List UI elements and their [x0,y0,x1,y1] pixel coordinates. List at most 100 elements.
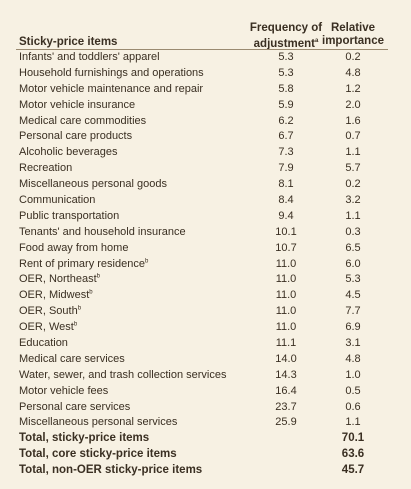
row-label: Rent of primary residenceb [19,257,149,270]
table-row: Food away from home 10.7 6.5 [0,241,411,257]
importance-value: 3.1 [345,337,361,350]
row-label: Alcoholic beverages [19,146,118,159]
table-row: Personal care products 6.7 0.7 [0,129,411,145]
importance-value: 0.2 [345,178,361,191]
frequency-value: 25.9 [275,416,297,429]
footnote-marker: a [315,38,319,44]
importance-value: 6.0 [345,257,361,270]
importance-value: 70.1 [341,432,365,445]
table-row: OER, Southb 11.0 7.7 [0,304,411,320]
frequency-value: 14.0 [275,352,297,365]
table-row: Tenants' and household insurance 10.1 0.3 [0,225,411,241]
frequency-header-line2: adjustmenta [253,37,319,50]
importance-value: 7.7 [345,305,361,318]
importance-value: 63.6 [341,448,365,461]
frequency-value: 8.1 [278,178,294,191]
table-row: Communication 8.4 3.2 [0,193,411,209]
total-row: Total, core sticky-price items 63.6 [0,447,411,463]
frequency-value: 23.7 [275,400,297,413]
row-label: Communication [19,194,96,207]
table-row: Personal care services 23.7 0.6 [0,400,411,416]
row-label: Total, non-OER sticky-price items [19,464,203,477]
importance-value: 1.2 [345,82,361,95]
importance-value: 1.0 [345,368,361,381]
importance-value: 5.7 [345,162,361,175]
table-row: Motor vehicle maintenance and repair 5.8 1… [0,82,411,98]
row-label: Motor vehicle fees [19,384,109,397]
importance-value: 0.7 [345,130,361,143]
frequency-column-header: Frequency of adjustmenta [244,22,328,51]
frequency-value: 8.4 [278,194,294,207]
item-column-header: Sticky-price items [19,36,118,48]
importance-value: 4.8 [345,352,361,365]
importance-value: 45.7 [341,464,365,477]
frequency-value: 5.9 [278,98,294,111]
row-label: Personal care services [19,400,131,413]
table-row: Infants' and toddlers' apparel 5.3 0.2 [0,50,411,66]
table-row: Recreation 7.9 5.7 [0,161,411,177]
row-label: Infants' and toddlers' apparel [19,51,160,63]
table-row: Motor vehicle insurance 5.9 2.0 [0,98,411,114]
footnote-marker: b [96,273,100,280]
row-label: OER, Southb [19,305,82,318]
row-label: Motor vehicle insurance [19,98,136,111]
row-label: OER, Midwestb [19,289,93,302]
importance-value: 0.3 [345,225,361,238]
row-label: OER, Northeastb [19,273,100,286]
frequency-value: 7.3 [278,146,294,159]
total-row: Total, non-OER sticky-price items 45.7 [0,463,411,479]
importance-value: 1.1 [345,146,361,159]
row-label: Medical care commodities [19,114,147,127]
table-row: Public transportation 9.4 1.1 [0,209,411,225]
frequency-value: 6.2 [278,114,294,127]
importance-value: 5.3 [345,273,361,286]
frequency-value: 16.4 [275,384,297,397]
frequency-value: 5.3 [278,66,294,79]
total-row: Total, sticky-price items 70.1 [0,431,411,447]
row-label: Tenants' and household insurance [19,225,186,238]
frequency-value: 11.0 [275,273,297,286]
row-label: Total, sticky-price items [19,432,150,445]
importance-value: 0.5 [345,384,361,397]
table-row: OER, Westb 11.0 6.9 [0,320,411,336]
table-row: Medical care services 14.0 4.8 [0,352,411,368]
row-label: Public transportation [19,209,120,222]
importance-value: 6.5 [345,241,361,254]
table-row: Alcoholic beverages 7.3 1.1 [0,145,411,161]
frequency-value: 5.3 [278,51,294,63]
row-label: Motor vehicle maintenance and repair [19,82,204,95]
row-label: Total, core sticky-price items [19,448,177,461]
importance-value: 2.0 [345,98,361,111]
frequency-value: 7.9 [278,162,294,175]
footnote-marker: b [73,321,78,328]
table-row: Medical care commodities 6.2 1.6 [0,114,411,130]
frequency-value: 11.0 [275,257,297,270]
importance-value: 1.1 [345,209,361,222]
row-label: Medical care services [19,352,125,365]
row-label: Recreation [19,162,73,175]
row-label: Water, sewer, and trash collection servi… [19,368,227,381]
table-row: Motor vehicle fees 16.4 0.5 [0,384,411,400]
table-row: OER, Northeastb 11.0 5.3 [0,272,411,288]
header-divider [16,49,388,50]
row-label: OER, Westb [19,321,78,334]
footnote-marker: b [77,305,82,312]
importance-value: 1.1 [345,416,361,429]
table-row: Household furnishings and operations 5.3 4… [0,66,411,82]
table-row: Miscellaneous personal goods 8.1 0.2 [0,177,411,193]
table-row: Education 11.1 3.1 [0,336,411,352]
importance-header-line2: importance [322,35,384,47]
importance-value: 6.9 [345,321,361,334]
frequency-value: 6.7 [278,130,294,143]
frequency-value: 11.0 [275,289,297,302]
table-header: Sticky-price items Frequency of adjustme… [0,0,411,50]
footnote-marker: b [144,257,149,264]
row-label: Education [19,337,68,350]
footnote-marker: b [89,289,93,296]
frequency-value: 9.4 [278,209,294,222]
row-label: Food away from home [19,241,129,254]
importance-value: 4.5 [345,289,361,302]
row-label: Miscellaneous personal goods [19,178,167,191]
frequency-header-line1: Frequency of [249,22,323,34]
